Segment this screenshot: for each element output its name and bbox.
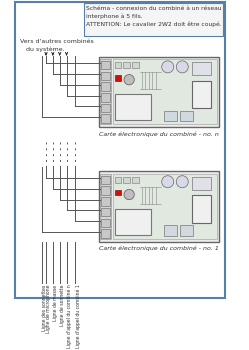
Bar xyxy=(101,82,110,91)
Bar xyxy=(164,111,177,121)
Bar xyxy=(132,62,138,68)
Bar xyxy=(115,94,151,120)
Bar xyxy=(101,93,110,102)
Bar xyxy=(116,75,122,80)
Bar xyxy=(115,176,122,183)
Circle shape xyxy=(176,176,188,188)
Bar xyxy=(101,197,110,206)
Text: Carte électronique du combiné - no. 1: Carte électronique du combiné - no. 1 xyxy=(99,246,219,252)
Text: Ligne de microphone: Ligne de microphone xyxy=(46,285,51,333)
Text: Ligne d'appel du combiné n: Ligne d'appel du combiné n xyxy=(66,285,72,348)
Bar xyxy=(101,104,110,112)
Bar xyxy=(123,62,130,68)
Bar xyxy=(99,172,219,242)
Circle shape xyxy=(162,176,174,188)
Bar xyxy=(99,57,219,127)
Bar xyxy=(101,218,110,227)
Text: Ligne des sonnettes: Ligne des sonnettes xyxy=(42,285,47,331)
Bar xyxy=(100,174,111,239)
Text: Carte électronique du combiné - no. n: Carte électronique du combiné - no. n xyxy=(99,131,219,136)
Bar xyxy=(192,80,211,108)
Bar xyxy=(84,4,223,36)
Bar xyxy=(101,176,110,184)
Circle shape xyxy=(162,61,174,73)
Bar xyxy=(113,59,217,124)
Bar xyxy=(192,195,211,223)
Circle shape xyxy=(124,189,134,200)
Bar xyxy=(123,176,130,183)
Text: Ligne de sonnette: Ligne de sonnette xyxy=(60,285,65,326)
Bar xyxy=(101,114,110,123)
Bar xyxy=(115,209,151,235)
Bar xyxy=(101,208,110,216)
Bar xyxy=(100,59,111,124)
Bar xyxy=(192,176,211,190)
Bar xyxy=(180,225,192,236)
Bar xyxy=(113,174,217,239)
Circle shape xyxy=(176,61,188,73)
Circle shape xyxy=(124,75,134,85)
Text: Schéma - connexion du combiné à un réseau
interphone à 5 fils.
ATTENTION: Le cav: Schéma - connexion du combiné à un résea… xyxy=(86,6,222,27)
Bar xyxy=(101,187,110,195)
Bar xyxy=(101,229,110,238)
Bar xyxy=(192,62,211,75)
Bar xyxy=(101,61,110,69)
Bar xyxy=(115,62,122,68)
Text: Ligne d'appel du combiné 1: Ligne d'appel du combiné 1 xyxy=(75,285,81,349)
Bar xyxy=(101,71,110,80)
Bar xyxy=(180,111,192,121)
Text: Ligne de masse: Ligne de masse xyxy=(53,285,58,321)
Text: Vers d'autres combinés
   du système.: Vers d'autres combinés du système. xyxy=(20,40,94,52)
Bar xyxy=(116,190,122,195)
Bar xyxy=(164,225,177,236)
Bar xyxy=(132,176,138,183)
